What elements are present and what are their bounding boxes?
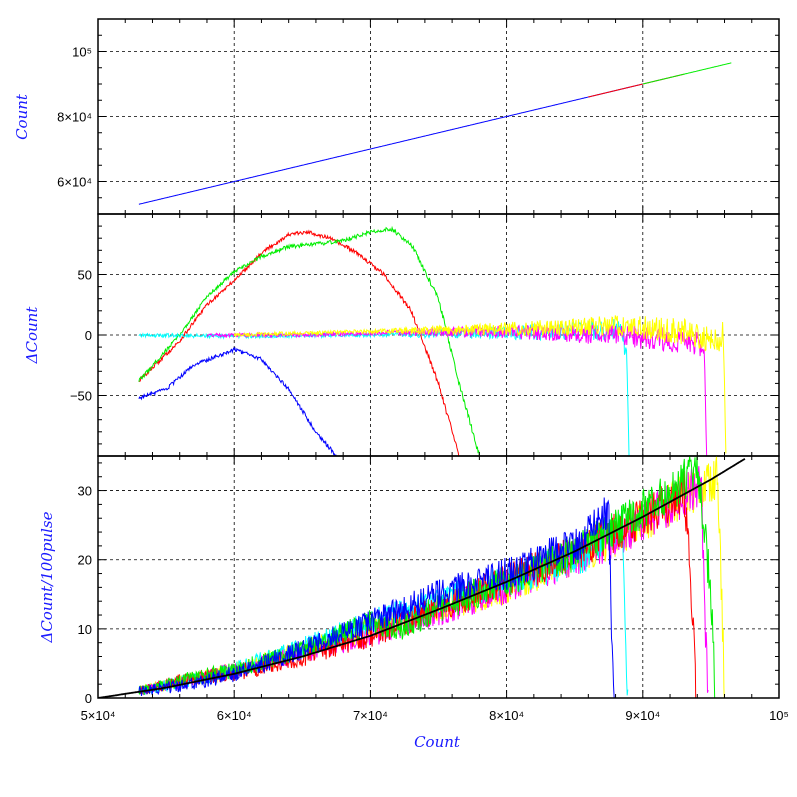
xlabel: Count [414, 733, 461, 751]
panel0-ytick-label-0: 6×10⁴ [57, 175, 92, 190]
panel1-series-0 [138, 346, 337, 456]
panel2-frame [97, 455, 780, 699]
panel2-ylabel: ΔCount/100pulse [38, 511, 56, 643]
panel2-series-5 [138, 497, 615, 698]
panel0-ylabel: Count [13, 93, 31, 140]
xtick-label-2: 7×10⁴ [353, 708, 388, 723]
panel0-series-0 [138, 83, 643, 205]
panel0-series-group [138, 62, 732, 205]
panel2-series-group [98, 456, 746, 698]
panel1-series-group [138, 225, 727, 456]
panel1-ytick-label-0: −50 [70, 389, 92, 404]
panel2-ytick-label-3: 30 [78, 484, 92, 499]
panel1-series-5 [233, 315, 727, 454]
xtick-label-5: 10⁵ [769, 708, 789, 723]
panel0-series-2 [642, 62, 732, 85]
panel2-ytick-label-2: 20 [78, 553, 92, 568]
panel0-ytick-label-1: 8×10⁴ [57, 110, 92, 125]
panel0-ytick-label-2: 10⁵ [72, 45, 92, 60]
panel1-ytick-label-2: 50 [78, 268, 92, 283]
panel1-ylabel: ΔCount [23, 306, 41, 365]
xtick-label-0: 5×10⁴ [81, 708, 116, 723]
panel2-ytick-label-1: 10 [78, 622, 92, 637]
panel1-series-2 [138, 225, 480, 456]
xtick-label-4: 9×10⁴ [625, 708, 660, 723]
xtick-label-3: 8×10⁴ [489, 708, 524, 723]
panel-delta-count: −50 0 50 [70, 213, 780, 457]
panel2-series-6 [98, 458, 746, 698]
xtick-label-1: 6×10⁴ [217, 708, 252, 723]
panel1-series-1 [138, 229, 460, 456]
panel1-ytick-label-1: 0 [85, 328, 92, 343]
panel-delta-count-per-100pulse: 0 10 20 30 5×10⁴ 6×10⁴ 7×10⁴ 8×10⁴ 9×10⁴ 10⁵ [78, 455, 789, 723]
panel2-ytick-label-0: 0 [85, 691, 92, 706]
